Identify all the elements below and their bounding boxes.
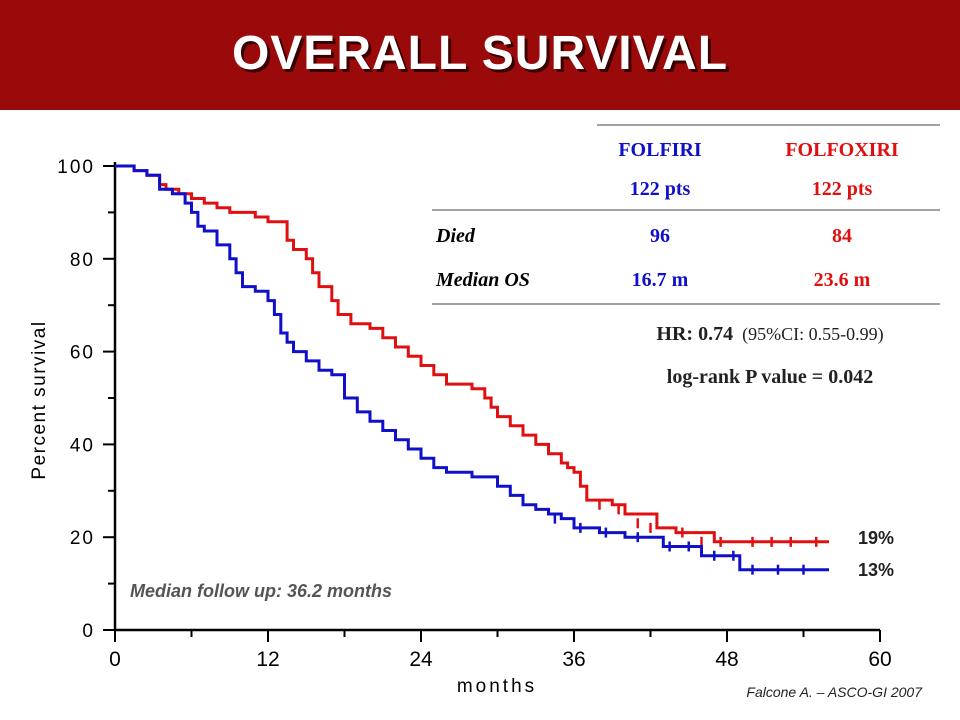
x-tick-label: 24	[409, 648, 433, 671]
x-tick-label: 48	[715, 648, 738, 671]
died-row-label: Died	[435, 225, 476, 247]
folfoxiri-survival-line	[115, 164, 829, 544]
hr-value: HR: 0.74	[656, 323, 733, 345]
series-layer	[115, 164, 829, 575]
folfoxiri-median-os: 23.6 m	[814, 269, 871, 291]
folfoxiri-died: 84	[832, 225, 852, 247]
x-tick-label: 0	[109, 648, 121, 671]
folfiri-col-header: FOLFIRI	[618, 139, 702, 161]
citation: Falcone A. – ASCO-GI 2007	[746, 684, 922, 700]
folfoxiri-pts: 122 pts	[812, 178, 873, 200]
median-os-row-label: Median OS	[435, 269, 530, 291]
summary-table: FOLFIRI FOLFOXIRI 122 pts 122 pts Died 9…	[432, 124, 940, 388]
hr-ci: (95%CI: 0.55-0.99)	[742, 324, 883, 345]
folfiri-end-label: 13%	[858, 560, 894, 580]
y-tick-label: 20	[70, 528, 95, 549]
folfiri-median-os: 16.7 m	[632, 269, 689, 291]
logrank-p: log-rank P value = 0.042	[667, 366, 873, 388]
folfiri-survival-line	[115, 164, 829, 572]
folfiri-pts: 122 pts	[630, 178, 691, 200]
folfiri-died: 96	[650, 225, 670, 247]
y-tick-label: 100	[57, 157, 95, 178]
hazard-ratio: HR: 0.74 (95%CI: 0.55-0.99)	[656, 323, 883, 345]
y-axis-label: Percent survival	[29, 320, 50, 479]
y-tick-label: 0	[82, 621, 95, 642]
chart-axes: 0 20 40 60 80 100 0 12 24 36 48 60	[57, 157, 891, 671]
y-tick-label: 40	[70, 435, 95, 456]
y-tick-label: 80	[70, 250, 95, 271]
folfoxiri-end-label: 19%	[858, 528, 894, 548]
folfoxiri-col-header: FOLFOXIRI	[785, 139, 899, 161]
y-tick-label: 60	[70, 343, 95, 364]
x-axis-label: months	[457, 676, 537, 697]
slide-title: OVERALL SURVIVAL	[231, 27, 729, 80]
median-followup-note: Median follow up: 36.2 months	[130, 581, 392, 601]
title-banner: OVERALL SURVIVAL	[0, 0, 960, 110]
x-tick-label: 60	[868, 648, 891, 671]
x-tick-label: 36	[562, 648, 585, 671]
x-tick-label: 12	[256, 648, 279, 671]
